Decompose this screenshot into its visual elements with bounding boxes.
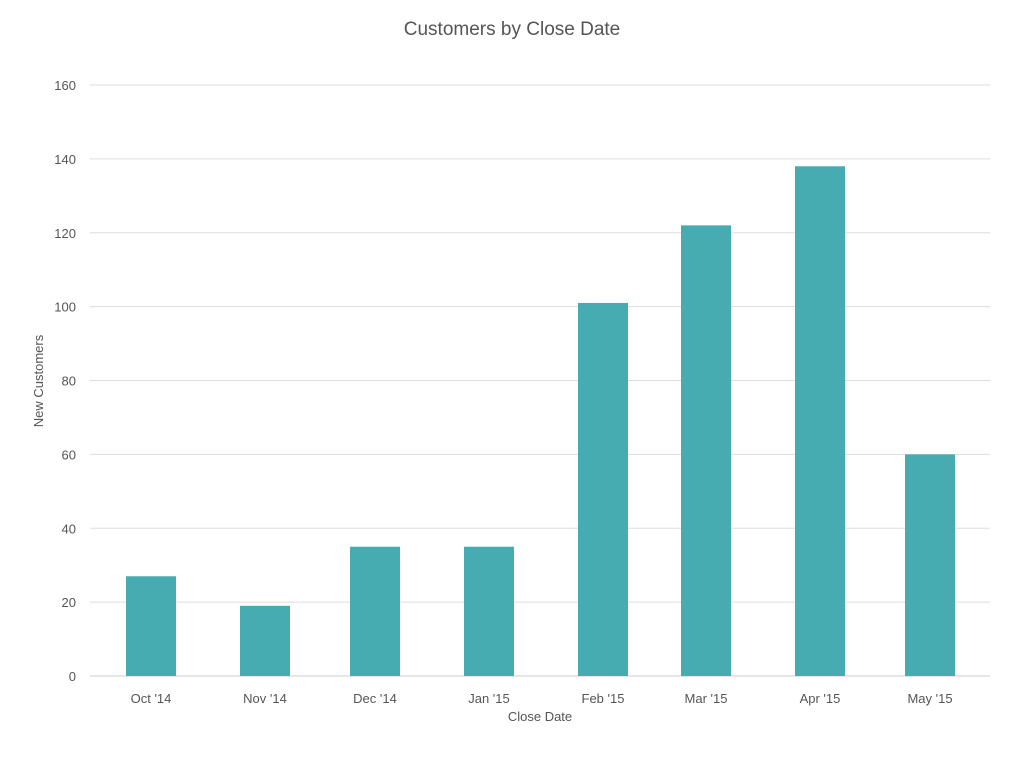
bar[interactable] [905,454,955,676]
chart-title: Customers by Close Date [404,19,620,40]
y-tick-label: 80 [62,374,76,389]
y-tick-label: 0 [69,669,76,684]
y-tick-labels: 0 20 40 60 80 100 120 140 160 [54,78,76,684]
y-tick-label: 100 [54,300,76,315]
x-tick-label: Feb '15 [582,691,625,706]
x-tick-label: Dec '14 [353,691,397,706]
bar[interactable] [681,225,731,677]
x-tick-label: Mar '15 [685,691,728,706]
y-tick-label: 160 [54,78,76,93]
y-tick-label: 60 [62,447,76,462]
x-tick-label: Nov '14 [243,691,287,706]
bar[interactable] [126,576,176,676]
bar[interactable] [240,605,290,676]
x-tick-labels: Oct '14 Nov '14 Dec '14 Jan '15 Feb '15 Mar '… [131,691,953,706]
x-tick-label: Oct '14 [131,691,172,706]
x-tick-label: May '15 [907,691,952,706]
y-tick-label: 140 [54,152,76,167]
bar[interactable] [795,166,845,676]
y-tick-label: 40 [62,521,76,536]
grid-lines [90,84,990,677]
x-tick-label: Jan '15 [468,691,510,706]
bar[interactable] [578,302,628,676]
y-axis-label: New Customers [31,334,46,427]
bars [126,166,955,677]
bar[interactable] [464,546,514,676]
x-tick-label: Apr '15 [800,691,841,706]
y-tick-label: 20 [62,595,76,610]
y-tick-label: 120 [54,226,76,241]
bar[interactable] [350,546,400,676]
x-axis-label: Close Date [508,709,572,724]
